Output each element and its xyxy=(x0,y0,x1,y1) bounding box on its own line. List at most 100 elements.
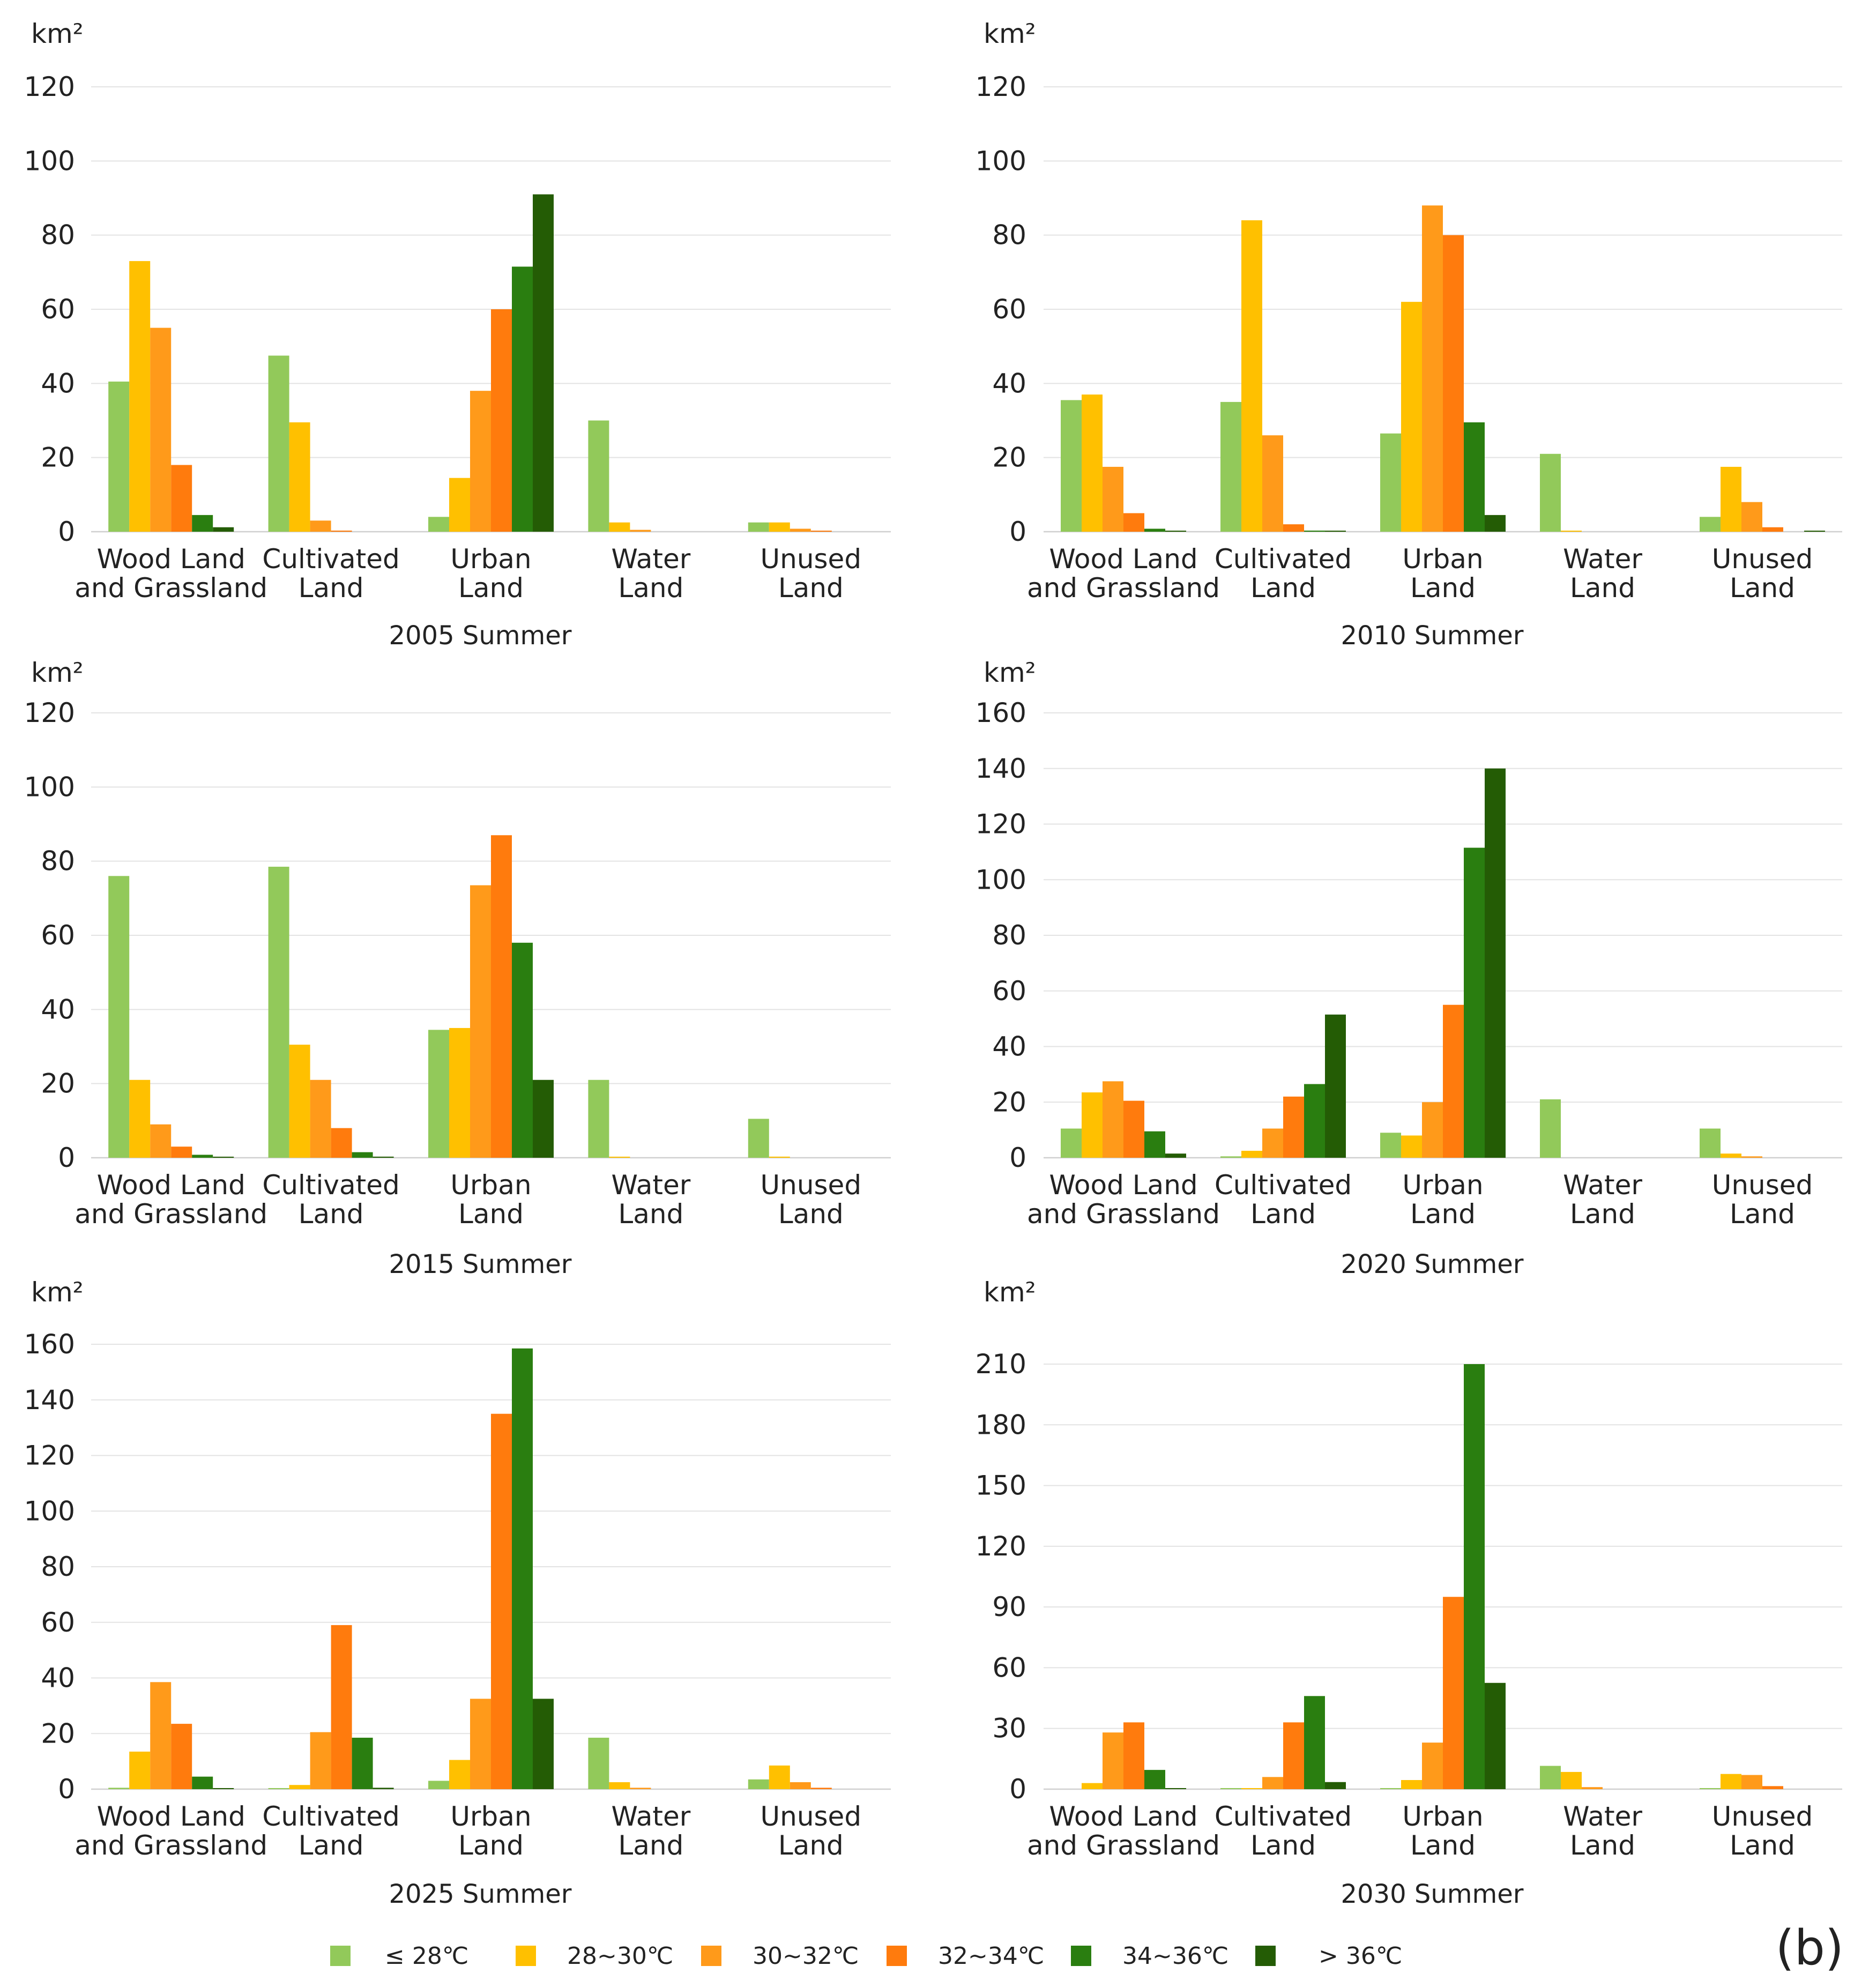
bar-unused-32-34 xyxy=(1762,1786,1783,1789)
chart-title: 2025 Summer xyxy=(389,1879,571,1909)
chart-title: 2005 Summer xyxy=(389,621,571,651)
bar-wood-grassland-le28 xyxy=(108,381,130,532)
legend-label-30-32: 30~32℃ xyxy=(753,1942,859,1970)
bar-wood-grassland-28-30 xyxy=(129,1079,151,1158)
bar-wood-grassland-30-32 xyxy=(1103,1081,1123,1158)
y-tick-label: 20 xyxy=(992,442,1026,473)
bar-cultivated-32-34 xyxy=(331,1128,352,1158)
bar-cultivated-34-36 xyxy=(1304,1084,1325,1158)
bar-unused-le28 xyxy=(748,1779,769,1789)
bar-water-30-32 xyxy=(1582,1787,1603,1789)
legend-swatch-30-32 xyxy=(701,1946,721,1966)
bar-urban-30-32 xyxy=(470,885,491,1158)
bar-cultivated-34-36 xyxy=(352,1152,373,1158)
category-label-water: Land xyxy=(1570,1830,1635,1861)
bar-cultivated-gt36 xyxy=(1325,1014,1346,1158)
chart-title: 2015 Summer xyxy=(389,1249,571,1279)
bar-wood-grassland-32-34 xyxy=(171,1724,192,1789)
bar-wood-grassland-le28 xyxy=(1061,1128,1082,1158)
bar-wood-grassland-le28 xyxy=(108,876,130,1158)
category-label-cultivated: Cultivated xyxy=(1215,1170,1352,1201)
y-tick-label: 100 xyxy=(24,145,75,176)
bar-urban-34-36 xyxy=(1464,422,1485,532)
category-label-water: Land xyxy=(1570,1198,1635,1230)
y-tick-label: 160 xyxy=(24,1329,75,1360)
bar-water-le28 xyxy=(588,1738,609,1789)
category-label-cultivated: Land xyxy=(1250,1198,1316,1230)
category-label-wood-grassland: and Grassland xyxy=(75,1198,267,1230)
y-tick-label: 120 xyxy=(24,1440,75,1471)
category-label-wood-grassland: and Grassland xyxy=(75,572,267,604)
bar-unused-30-32 xyxy=(1741,502,1762,532)
bar-urban-gt36 xyxy=(1485,768,1506,1158)
bar-unused-le28 xyxy=(1700,1128,1721,1158)
bar-wood-grassland-28-30 xyxy=(129,1751,151,1789)
bar-cultivated-le28 xyxy=(1220,401,1241,532)
bar-water-le28 xyxy=(588,420,609,532)
y-tick-label: 80 xyxy=(41,846,75,877)
y-tick-label: 120 xyxy=(976,1531,1026,1562)
bar-urban-28-30 xyxy=(1401,1135,1422,1158)
category-label-unused: Land xyxy=(1730,1198,1795,1230)
category-label-cultivated: Land xyxy=(299,572,364,604)
bar-cultivated-gt36 xyxy=(373,1156,394,1158)
category-label-unused: Unused xyxy=(1712,1170,1813,1201)
bar-cultivated-le28 xyxy=(1220,1156,1241,1158)
y-tick-label: 80 xyxy=(992,920,1026,951)
bar-urban-30-32 xyxy=(1422,205,1443,532)
category-label-cultivated: Cultivated xyxy=(1215,1801,1352,1832)
bar-water-le28 xyxy=(1540,1766,1561,1789)
legend-swatch-34-36 xyxy=(1071,1946,1091,1966)
bar-wood-grassland-30-32 xyxy=(1103,466,1123,532)
y-tick-label: 90 xyxy=(992,1591,1026,1622)
bar-urban-le28 xyxy=(428,1030,449,1158)
category-label-cultivated: Cultivated xyxy=(262,543,399,575)
y-tick-label: 30 xyxy=(992,1713,1026,1744)
y-tick-label: 60 xyxy=(992,294,1026,325)
category-label-unused: Land xyxy=(778,1830,844,1861)
bar-wood-grassland-32-34 xyxy=(1123,1722,1144,1789)
category-label-urban: Land xyxy=(458,1830,524,1861)
y-tick-label: 20 xyxy=(41,442,75,473)
chart-title: 2030 Summer xyxy=(1341,1879,1523,1909)
bar-cultivated-le28 xyxy=(268,867,289,1158)
bar-unused-le28 xyxy=(748,522,769,532)
legend-label-le28: ≤ 28℃ xyxy=(385,1942,468,1970)
bar-urban-gt36 xyxy=(1485,1682,1506,1789)
bar-wood-grassland-34-36 xyxy=(192,515,213,532)
bar-urban-le28 xyxy=(428,1781,449,1789)
bar-water-28-30 xyxy=(1561,1771,1582,1789)
category-label-urban: Land xyxy=(1410,572,1476,604)
y-tick-label: 60 xyxy=(992,1652,1026,1683)
bar-cultivated-32-34 xyxy=(331,530,352,532)
bar-cultivated-32-34 xyxy=(331,1625,352,1789)
category-label-urban: Urban xyxy=(1402,1170,1483,1201)
bar-urban-28-30 xyxy=(449,1760,470,1789)
category-label-unused: Land xyxy=(1730,1830,1795,1861)
category-label-water: Water xyxy=(611,543,690,575)
category-label-cultivated: Land xyxy=(1250,572,1316,604)
bar-wood-grassland-30-32 xyxy=(150,1682,172,1789)
bar-unused-le28 xyxy=(1700,517,1721,532)
category-label-urban: Land xyxy=(1410,1198,1476,1230)
category-label-cultivated: Land xyxy=(299,1198,364,1230)
bar-cultivated-34-36 xyxy=(352,1738,373,1789)
y-tick-label: 180 xyxy=(976,1409,1026,1440)
y-tick-label: 0 xyxy=(58,516,75,547)
bar-wood-grassland-30-32 xyxy=(150,327,172,532)
category-label-water: Land xyxy=(618,572,683,604)
bar-wood-grassland-34-36 xyxy=(1144,528,1165,532)
bar-unused-le28 xyxy=(748,1119,769,1158)
category-label-urban: Land xyxy=(458,1198,524,1230)
y-tick-label: 20 xyxy=(41,1718,75,1749)
y-tick-label: 0 xyxy=(58,1774,75,1805)
bar-water-28-30 xyxy=(609,522,630,532)
y-tick-label: 100 xyxy=(24,1495,75,1527)
category-label-unused: Unused xyxy=(1712,543,1813,575)
category-label-water: Water xyxy=(1563,1801,1642,1832)
bar-unused-28-30 xyxy=(769,1156,790,1158)
bar-wood-grassland-28-30 xyxy=(1082,394,1103,532)
y-tick-label: 40 xyxy=(41,1663,75,1694)
